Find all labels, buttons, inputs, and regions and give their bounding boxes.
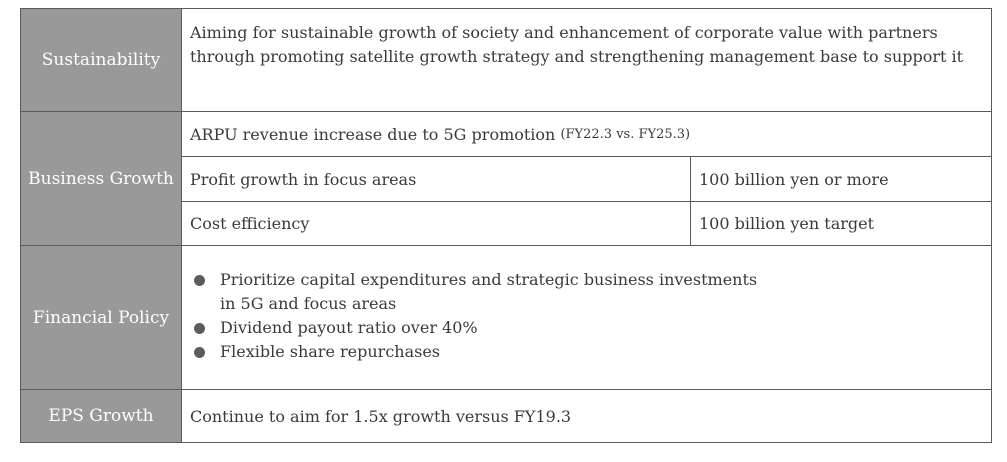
header-eps-growth: EPS Growth xyxy=(21,390,182,442)
header-sustainability: Sustainability xyxy=(21,9,182,111)
profit-value-cell: 100 billion yen or more xyxy=(691,157,991,202)
header-financial-policy: Financial Policy xyxy=(21,246,182,389)
list-item: Flexible share repurchases xyxy=(192,340,757,364)
bullet-icon xyxy=(194,323,205,334)
header-business-growth: Business Growth xyxy=(21,112,182,245)
content-eps-growth: Continue to aim for 1.5x growth versus F… xyxy=(182,390,991,442)
policy-item-text: Dividend payout ratio over 40% xyxy=(220,318,478,337)
content-sustainability: Aiming for sustainable growth of society… xyxy=(182,9,991,111)
profit-label: Profit growth in focus areas xyxy=(190,169,417,189)
cost-value: 100 billion yen target xyxy=(699,214,875,233)
cost-label-cell: Cost efficiency xyxy=(182,202,691,245)
profit-value: 100 billion yen or more xyxy=(699,169,889,189)
sustainability-text: Aiming for sustainable growth of society… xyxy=(190,23,964,66)
policy-item-text: Prioritize capital expenditures and stra… xyxy=(220,270,758,289)
policy-item-continuation: in 5G and focus areas xyxy=(220,294,397,313)
arpu-cell: ARPU revenue increase due to 5G promotio… xyxy=(182,112,991,157)
row-sustainability: Sustainability Aiming for sustainable gr… xyxy=(21,9,991,112)
arpu-text: ARPU revenue increase due to 5G promotio… xyxy=(190,124,556,144)
eps-text: Continue to aim for 1.5x growth versus F… xyxy=(190,406,572,426)
bullet-icon xyxy=(194,275,205,286)
targets-table: Sustainability Aiming for sustainable gr… xyxy=(20,8,992,443)
list-item: Prioritize capital expenditures and stra… xyxy=(192,268,757,316)
policy-item-text: Flexible share repurchases xyxy=(220,342,441,361)
list-item: Dividend payout ratio over 40% xyxy=(192,316,757,340)
profit-label-cell: Profit growth in focus areas xyxy=(182,157,691,202)
row-eps-growth: EPS Growth Continue to aim for 1.5x grow… xyxy=(21,390,991,442)
arpu-note: (FY22.3 vs. FY25.3) xyxy=(560,126,691,142)
policy-list: Prioritize capital expenditures and stra… xyxy=(192,268,757,364)
cost-label: Cost efficiency xyxy=(190,214,310,233)
bullet-icon xyxy=(194,347,205,358)
content-financial-policy: Prioritize capital expenditures and stra… xyxy=(182,246,991,389)
row-financial-policy: Financial Policy Prioritize capital expe… xyxy=(21,246,991,390)
cost-value-cell: 100 billion yen target xyxy=(691,202,991,245)
content-business-growth: ARPU revenue increase due to 5G promotio… xyxy=(182,112,991,245)
row-business-growth: Business Growth ARPU revenue increase du… xyxy=(21,112,991,246)
eps-cell: Continue to aim for 1.5x growth versus F… xyxy=(182,390,991,442)
